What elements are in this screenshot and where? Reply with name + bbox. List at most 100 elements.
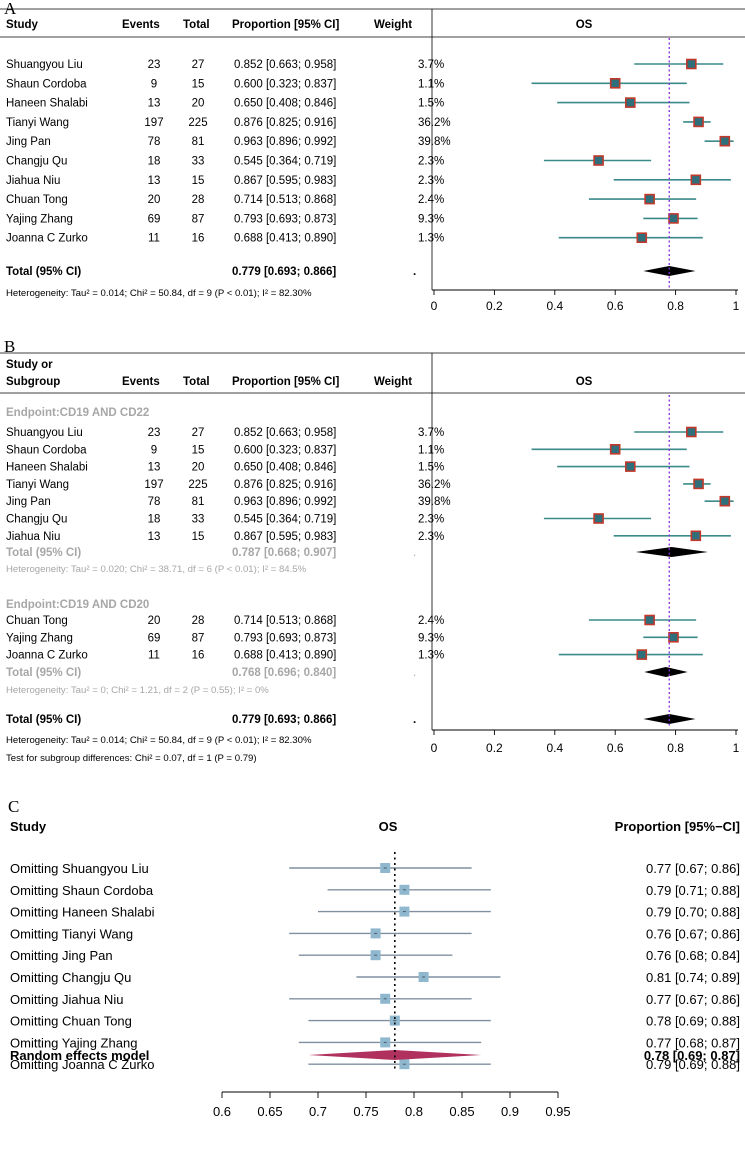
x-tick-label: 0.7	[309, 1104, 327, 1119]
leave-one-out-ci: 0.77 [0.67; 0.86]	[646, 992, 740, 1007]
study-marker	[624, 461, 636, 472]
weight-value: 1.5%	[418, 98, 444, 110]
subgroup-total-ci: 0.787 [0.668; 0.907]	[232, 547, 336, 559]
col-header-total: Total	[183, 19, 210, 31]
weight-value: 2.3%	[418, 156, 444, 168]
study-marker	[693, 116, 704, 128]
events-value: 20	[148, 615, 161, 627]
study-name: Joanna C Zurko	[6, 650, 88, 662]
events-value: 13	[148, 531, 161, 543]
x-tick-label: 0.65	[257, 1104, 282, 1119]
omitted-study-name: Omitting Haneen Shalabi	[10, 905, 155, 920]
x-tick-label: 0.2	[486, 299, 503, 313]
total-label: Total (95% CI)	[6, 266, 81, 278]
x-tick-label: 0.6	[607, 299, 624, 313]
col-header-study: Study or	[6, 359, 53, 371]
random-effects-ci: 0.78 [0.69; 0.87]	[644, 1048, 740, 1063]
random-effects-label: Random effects model	[10, 1048, 149, 1063]
total-ci: 0.779 [0.693; 0.866]	[232, 714, 336, 726]
study-marker	[686, 426, 697, 438]
study-marker	[693, 478, 704, 490]
events-value: 197	[144, 479, 163, 491]
total-weight-dot: .	[413, 714, 416, 726]
total-label: Total (95% CI)	[6, 714, 81, 726]
leave-one-out-ci: 0.81 [0.74; 0.89]	[646, 970, 740, 985]
events-value: 197	[144, 117, 163, 129]
events-value: 18	[148, 156, 161, 168]
weight-value: 39.8%	[418, 136, 451, 148]
weight-value: 2.3%	[418, 514, 444, 526]
leave-one-out-ci: 0.76 [0.67; 0.86]	[646, 926, 740, 941]
proportion-ci: 0.650 [0.408; 0.846]	[234, 98, 336, 110]
x-tick-label: 0.6	[213, 1104, 231, 1119]
omitted-study-name: Omitting Jing Pan	[10, 948, 113, 963]
events-value: 69	[148, 632, 161, 644]
study-marker	[690, 174, 702, 186]
x-tick-label: 0.85	[449, 1104, 474, 1119]
total-value: 20	[192, 98, 205, 110]
x-tick-label: 1	[733, 741, 740, 755]
weight-value: 2.4%	[418, 615, 444, 627]
study-marker	[624, 97, 636, 108]
study-marker	[593, 513, 604, 524]
total-value: 33	[192, 514, 205, 526]
col-header-os: OS	[576, 19, 593, 31]
omitted-study-name: Omitting Jiahua Niu	[10, 992, 123, 1007]
subgroup-title: Endpoint:CD19 AND CD22	[6, 407, 149, 419]
omitted-study-name: Omitting Changju Qu	[10, 970, 131, 985]
subgroup-total-label: Total (95% CI)	[6, 547, 81, 559]
x-tick-label: 0.4	[546, 299, 563, 313]
proportion-ci: 0.793 [0.693; 0.873]	[234, 213, 336, 225]
col-header-proportion: Proportion [95% CI]	[232, 19, 340, 31]
panel-b-letter: B	[4, 337, 15, 356]
study-name: Tianyi Wang	[6, 117, 69, 129]
leave-one-out-ci: 0.79 [0.70; 0.88]	[646, 905, 740, 920]
weight-value: 2.3%	[418, 175, 444, 187]
total-value: 81	[192, 136, 205, 148]
total-value: 16	[192, 233, 205, 245]
col-header-weight: Weight	[374, 19, 412, 31]
omitted-study-name: Omitting Shaun Cordoba	[10, 883, 154, 898]
weight-value: 3.7%	[418, 59, 444, 71]
events-value: 9	[151, 444, 157, 456]
weight-value: 1.1%	[418, 78, 444, 90]
proportion-ci: 0.714 [0.513; 0.868]	[234, 194, 336, 206]
x-tick-label: 0.8	[405, 1104, 423, 1119]
total-value: 225	[188, 479, 207, 491]
study-name: Haneen Shalabi	[6, 98, 88, 110]
events-value: 13	[148, 462, 161, 474]
study-name: Yajing Zhang	[6, 632, 73, 644]
subgroup-test-text: Test for subgroup differences: Chi² = 0.…	[6, 753, 257, 764]
proportion-ci: 0.714 [0.513; 0.868]	[234, 615, 336, 627]
events-value: 9	[151, 78, 157, 90]
total-diamond	[643, 266, 696, 276]
col-header-proportion: Proportion [95%−CI]	[615, 819, 740, 834]
events-value: 20	[148, 194, 161, 206]
subgroup-total-dot: .	[413, 667, 416, 679]
leave-one-out-ci: 0.79 [0.69; 0.88]	[646, 1057, 740, 1072]
study-marker	[719, 495, 731, 507]
proportion-ci: 0.963 [0.896; 0.992]	[234, 496, 336, 508]
weight-value: 39.8%	[418, 496, 451, 508]
subgroup-total-dot: .	[413, 547, 416, 559]
col-header-study: Study	[6, 19, 39, 31]
total-value: 15	[192, 531, 205, 543]
weight-value: 1.3%	[418, 233, 444, 245]
weight-value: 9.3%	[418, 213, 444, 225]
study-name: Jiahua Niu	[6, 175, 60, 187]
leave-one-out-ci: 0.77 [0.68; 0.87]	[646, 1035, 740, 1050]
proportion-ci: 0.650 [0.408; 0.846]	[234, 462, 336, 474]
subgroup-heterogeneity: Heterogeneity: Tau² = 0; Chi² = 1.21, df…	[6, 685, 269, 696]
proportion-ci: 0.688 [0.413; 0.890]	[234, 233, 336, 245]
col-header-subgroup: Subgroup	[6, 376, 60, 388]
heterogeneity-text: Heterogeneity: Tau² = 0.014; Chi² = 50.8…	[6, 735, 312, 746]
subgroup-total-label: Total (95% CI)	[6, 667, 81, 679]
study-name: Changju Qu	[6, 514, 67, 526]
study-name: Chuan Tong	[6, 615, 68, 627]
events-value: 69	[148, 213, 161, 225]
col-header-proportion: Proportion [95% CI]	[232, 376, 340, 388]
col-header-weight: Weight	[374, 376, 412, 388]
leave-one-out-ci: 0.78 [0.69; 0.88]	[646, 1014, 740, 1029]
study-marker	[644, 614, 655, 626]
